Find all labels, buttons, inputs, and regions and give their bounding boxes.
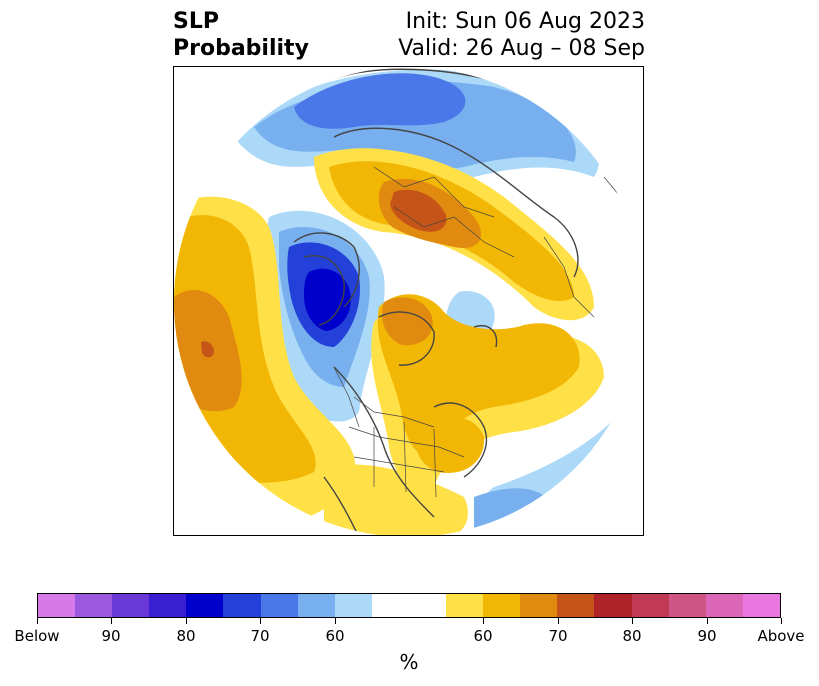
colorbar-tick-label: Below <box>14 627 60 645</box>
colorbar-cell <box>371 594 409 617</box>
colorbar-cell <box>557 594 595 617</box>
colorbar-tick-label: 90 <box>697 627 717 645</box>
colorbar-cell <box>631 594 669 617</box>
map-panel <box>173 66 644 536</box>
colorbar-tick <box>632 618 633 624</box>
title-subtitle: Probability <box>173 36 309 61</box>
slp-probability-map <box>174 67 643 535</box>
valid-range: Valid: 26 Aug – 08 Sep <box>398 36 645 61</box>
colorbar-cell <box>408 594 447 617</box>
below-region-west-80 <box>304 268 351 331</box>
above-region-east-us <box>416 417 485 473</box>
above-region-pacific-80 <box>201 341 214 358</box>
colorbar-tick <box>558 618 559 624</box>
colorbar-cell <box>223 594 261 617</box>
colorbar-cell <box>446 594 484 617</box>
colorbar-tick-label: 80 <box>622 627 642 645</box>
colorbar-tick <box>707 618 708 624</box>
probability-colorbar <box>37 593 781 618</box>
colorbar-cell <box>705 594 743 617</box>
colorbar-tick <box>260 618 261 624</box>
colorbar-cell <box>186 594 224 617</box>
title-right: Init: Sun 06 Aug 2023 Valid: 26 Aug – 08… <box>398 8 645 62</box>
init-date: Init: Sun 06 Aug 2023 <box>405 9 645 34</box>
colorbar-cell <box>594 594 632 617</box>
colorbar-tick-label: Above <box>757 627 805 645</box>
colorbar-tick-label: 60 <box>473 627 493 645</box>
colorbar-cell <box>668 594 706 617</box>
title-left: SLP Probability <box>173 8 309 62</box>
above-region-pacific-60 <box>174 215 316 483</box>
colorbar-tick-label: 60 <box>325 627 345 645</box>
coastlines <box>293 68 605 535</box>
colorbar-tick <box>111 618 112 624</box>
colorbar-tick <box>186 618 187 624</box>
political-borders <box>333 106 643 498</box>
colorbar-tick-label: 70 <box>548 627 568 645</box>
title-variable: SLP <box>173 9 219 34</box>
colorbar-cell <box>149 594 187 617</box>
colorbar-tick <box>37 618 38 624</box>
colorbar-tick-label: 70 <box>250 627 270 645</box>
colorbar-cell <box>520 594 558 617</box>
above-region-siberia-80 <box>390 189 447 232</box>
above-region-atlantic-70 <box>382 297 433 346</box>
colorbar-cell <box>75 594 113 617</box>
colorbar-cell <box>112 594 150 617</box>
below-region-north-europe-70 <box>294 73 466 129</box>
colorbar-tick-label: 80 <box>176 627 196 645</box>
colorbar-cell <box>334 594 372 617</box>
colorbar-cell <box>38 594 76 617</box>
above-region-south <box>324 464 468 535</box>
colorbar-tick-label: 90 <box>101 627 121 645</box>
colorbar-tick <box>335 618 336 624</box>
below-region-southeast-60 <box>474 488 554 535</box>
colorbar-cell <box>260 594 298 617</box>
colorbar-units: % <box>399 650 419 674</box>
colorbar-cell <box>483 594 521 617</box>
colorbar-cell <box>297 594 335 617</box>
colorbar-tick <box>781 618 782 624</box>
colorbar-cell <box>742 594 780 617</box>
colorbar-tick <box>483 618 484 624</box>
